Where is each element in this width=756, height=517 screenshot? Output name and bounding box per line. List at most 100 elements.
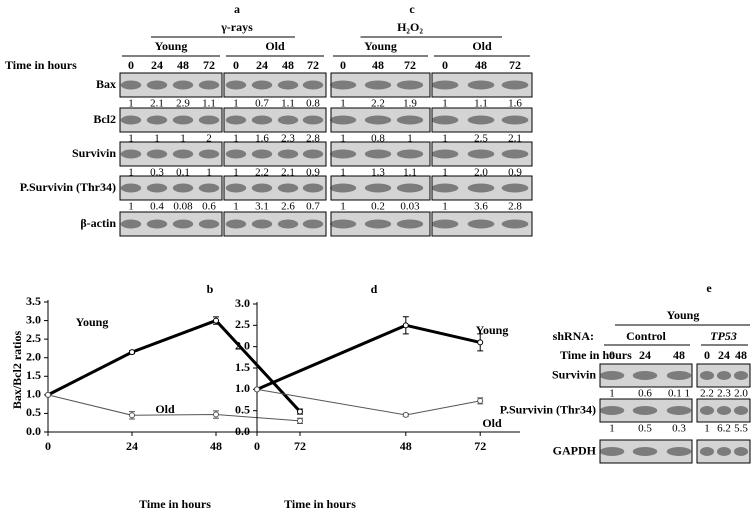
quant-value: 6.2 — [717, 423, 731, 435]
quant-value: 1.6 — [508, 98, 522, 110]
quant-value: 0.03 — [400, 201, 420, 213]
group-label: Old — [472, 39, 492, 53]
time-label: 72 — [203, 58, 215, 72]
time-label: 0 — [442, 58, 448, 72]
quant-value: 3.6 — [474, 201, 488, 213]
blot-band — [467, 115, 495, 125]
blot-band — [716, 371, 732, 380]
y-tick-label: 1.5 — [26, 368, 41, 382]
group-label: TP53 — [710, 329, 737, 343]
time-label: 0 — [128, 58, 134, 72]
blot-band — [277, 80, 299, 90]
blot-band — [467, 80, 495, 90]
blot-band — [329, 183, 357, 193]
blot-band — [225, 115, 247, 125]
blot-band — [501, 219, 529, 229]
time-label: 0 — [609, 348, 615, 362]
data-point — [129, 412, 135, 419]
blot-band — [467, 149, 495, 159]
time-label: 24 — [718, 348, 730, 362]
data-point — [254, 386, 260, 393]
blot-band — [599, 447, 625, 456]
blot-band — [120, 80, 142, 90]
blot-band — [329, 80, 357, 90]
group-label: Old — [265, 39, 285, 53]
quant-value: 2.2 — [700, 388, 714, 400]
blot-band — [364, 183, 392, 193]
time-axis-label: Time in hours — [5, 58, 77, 72]
quant-value: 1.1 — [281, 98, 295, 110]
series-line — [47, 394, 301, 422]
treatment-label: γ-rays — [220, 20, 253, 34]
quant-value: 0.6 — [638, 388, 652, 400]
blot-band — [699, 371, 715, 380]
x-axis-label: Time in hours — [284, 497, 356, 511]
time-label: 72 — [509, 58, 521, 72]
quant-value: 1 — [233, 98, 239, 110]
blot-band — [172, 115, 194, 125]
treatment-label: H₂O₂ — [397, 20, 423, 34]
data-point — [402, 411, 409, 418]
blot-band — [146, 80, 168, 90]
group-label: Young — [364, 39, 397, 53]
quant-value: 0.2 — [371, 201, 385, 213]
quant-value: 0.7 — [255, 98, 269, 110]
quant-value: 0.7 — [306, 201, 320, 213]
blot-band — [716, 447, 732, 456]
blot-band — [172, 183, 194, 193]
blot-band — [146, 183, 168, 193]
quant-value: 2.0 — [734, 388, 748, 400]
quant-value: 1 — [340, 98, 346, 110]
quant-value: 0.3 — [672, 423, 686, 435]
y-tick-label: 0.5 — [26, 405, 41, 419]
quant-value: 0.5 — [638, 423, 652, 435]
time-label: 24 — [256, 58, 268, 72]
quant-value: 0.4 — [150, 201, 164, 213]
quant-value: 1 — [180, 133, 186, 145]
y-tick-label: 1.0 — [235, 381, 250, 395]
blot-band — [302, 80, 324, 90]
quant-value: 3.1 — [255, 201, 269, 213]
data-point — [45, 391, 51, 398]
blot-band — [277, 149, 299, 159]
blot-band — [467, 219, 495, 229]
time-label: 24 — [639, 348, 651, 362]
blot-band — [172, 219, 194, 229]
y-tick-label: 0.0 — [235, 424, 250, 438]
blot-band — [302, 219, 324, 229]
blot-band — [277, 183, 299, 193]
quant-value: 0.08 — [173, 201, 193, 213]
quant-value: 1 — [442, 98, 448, 110]
x-tick-label: 24 — [126, 439, 138, 453]
quant-value: 1 — [128, 98, 134, 110]
blot-band — [364, 80, 392, 90]
blot-band — [302, 115, 324, 125]
blot-band — [501, 115, 529, 125]
blot-band — [396, 80, 424, 90]
quant-value: 0.6 — [202, 201, 216, 213]
x-tick-label: 72 — [474, 439, 486, 453]
x-tick-label: 0 — [45, 439, 51, 453]
blot-band — [733, 371, 749, 380]
blot-band — [251, 183, 273, 193]
blot-band — [146, 115, 168, 125]
panel-letter: e — [706, 281, 712, 295]
blot-band — [364, 115, 392, 125]
blot-band — [329, 219, 357, 229]
series-line — [256, 323, 481, 391]
x-tick-label: 72 — [294, 439, 306, 453]
quant-value: 1.9 — [403, 98, 417, 110]
time-label: 48 — [282, 58, 294, 72]
y-tick-label: 2.5 — [26, 331, 41, 345]
blot-band — [198, 80, 220, 90]
quant-value: 1 — [340, 201, 346, 213]
series-label: Old — [482, 416, 502, 430]
blot-band — [699, 447, 715, 456]
y-tick-label: 1.0 — [26, 387, 41, 401]
blot-band — [396, 115, 424, 125]
row-label: β-actin — [80, 216, 116, 230]
data-point — [477, 397, 484, 404]
blot-band — [599, 406, 625, 415]
quant-value: 1 — [407, 133, 413, 145]
blot-band — [431, 149, 459, 159]
